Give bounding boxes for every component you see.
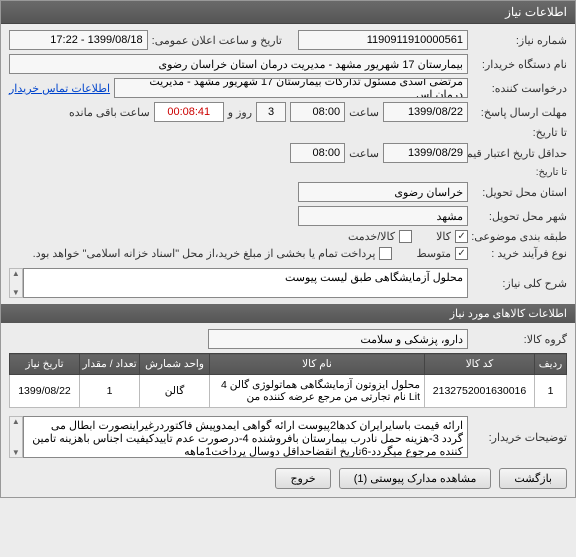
class-service-text: کالا/خدمت xyxy=(348,230,395,243)
back-button[interactable]: بازگشت xyxy=(499,468,567,489)
class-goods-checkbox[interactable]: کالا xyxy=(436,230,468,243)
price-valid-label: حداقل تاریخ اعتبار قیمت: xyxy=(472,147,567,160)
delivery-prov-label: استان محل تحویل: xyxy=(472,186,567,199)
delivery-city-label: شهر محل تحویل: xyxy=(472,210,567,223)
need-no-value: 1190911910000561 xyxy=(298,30,468,50)
col-date: تاریخ نیاز xyxy=(10,354,80,375)
remain-tail: ساعت باقی مانده xyxy=(69,106,150,119)
need-no-label: شماره نیاز: xyxy=(472,34,567,47)
goods-group-label: گروه کالا: xyxy=(472,333,567,346)
remain-clock: 00:08:41 xyxy=(154,102,224,122)
panel-title: اطلاعات نیاز xyxy=(1,1,575,24)
need-desc-label: شرح کلی نیاز: xyxy=(472,277,567,290)
need-info-panel: اطلاعات نیاز شماره نیاز: 119091191000056… xyxy=(0,0,576,498)
exit-button[interactable]: خروج xyxy=(275,468,330,489)
remain-days: 3 xyxy=(256,102,286,122)
table-header-row: ردیف کد کالا نام کالا واحد شمارش تعداد /… xyxy=(10,354,567,375)
announce-label: تاریخ و ساعت اعلان عمومی: xyxy=(152,34,282,47)
class-goods-text: کالا xyxy=(436,230,451,243)
cell-date: 1399/08/22 xyxy=(10,375,80,408)
checkbox-icon xyxy=(399,230,412,243)
scrollbar[interactable]: ▲▼ xyxy=(9,268,23,298)
announce-value: 1399/08/18 - 17:22 xyxy=(9,30,148,50)
col-name: نام کالا xyxy=(210,354,425,375)
pay-partial-checkbox[interactable]: پرداخت تمام یا بخشی از مبلغ خرید،از محل … xyxy=(33,247,393,260)
col-code: کد کالا xyxy=(425,354,535,375)
need-desc-textarea[interactable] xyxy=(23,268,468,298)
time-label-1: ساعت xyxy=(349,106,379,119)
remain-days-label: روز و xyxy=(228,106,252,119)
panel-content: شماره نیاز: 1190911910000561 تاریخ و ساع… xyxy=(1,24,575,497)
requester-label: درخواست کننده: xyxy=(472,82,567,95)
buyer-label: نام دستگاه خریدار: xyxy=(472,58,567,71)
cell-name: محلول ایزوتون آزمایشگاهی هماتولوژی گالن … xyxy=(210,375,425,408)
price-valid-date: 1399/08/29 xyxy=(383,143,468,163)
buy-type-mid-text: متوسط xyxy=(416,247,451,260)
buyer-notes-label: توضیحات خریدار: xyxy=(472,431,567,444)
view-attachments-button[interactable]: مشاهده مدارک پیوستی (1) xyxy=(339,468,492,489)
class-label: طبقه بندی موضوعی: xyxy=(472,230,567,243)
buy-type-mid-checkbox[interactable]: متوسط xyxy=(416,247,468,260)
cell-idx: 1 xyxy=(535,375,567,408)
contact-link[interactable]: اطلاعات تماس خریدار xyxy=(9,82,110,95)
checkbox-icon xyxy=(379,247,392,260)
items-table: ردیف کد کالا نام کالا واحد شمارش تعداد /… xyxy=(9,353,567,408)
col-idx: ردیف xyxy=(535,354,567,375)
table-row[interactable]: 1 2132752001630016 محلول ایزوتون آزمایشگ… xyxy=(10,375,567,408)
pay-partial-text: پرداخت تمام یا بخشی از مبلغ خرید،از محل … xyxy=(33,247,376,260)
buy-type-label: نوع فرآیند خرید : xyxy=(472,247,567,260)
deadline-send-label: مهلت ارسال پاسخ: xyxy=(472,106,567,119)
cell-unit: گالن xyxy=(140,375,210,408)
col-unit: واحد شمارش xyxy=(140,354,210,375)
checkbox-icon xyxy=(455,230,468,243)
requester-value: مرتضی اسدی مسئول تدارکات بیمارستان 17 شه… xyxy=(114,78,468,98)
class-service-checkbox[interactable]: کالا/خدمت xyxy=(348,230,412,243)
cell-code: 2132752001630016 xyxy=(425,375,535,408)
buyer-notes-textarea[interactable] xyxy=(23,416,468,458)
price-valid-to-label: تا تاریخ: xyxy=(472,167,567,178)
items-section-header: اطلاعات کالاهای مورد نیاز xyxy=(1,304,575,323)
goods-group: دارو، پزشکی و سلامت xyxy=(208,329,468,349)
deadline-send-date: 1399/08/22 xyxy=(383,102,468,122)
deadline-send-time: 08:00 xyxy=(290,102,345,122)
col-qty: تعداد / مقدار xyxy=(80,354,140,375)
buyer-value: بیمارستان 17 شهریور مشهد - مدیریت درمان … xyxy=(9,54,468,74)
delivery-city: مشهد xyxy=(298,206,468,226)
price-valid-time: 08:00 xyxy=(290,143,345,163)
time-label-2: ساعت xyxy=(349,147,379,160)
cell-qty: 1 xyxy=(80,375,140,408)
scrollbar[interactable]: ▲▼ xyxy=(9,416,23,458)
checkbox-icon xyxy=(455,247,468,260)
delivery-prov: خراسان رضوی xyxy=(298,182,468,202)
to-date-label: تا تاریخ: xyxy=(472,126,567,139)
button-bar: بازگشت مشاهده مدارک پیوستی (1) خروج xyxy=(9,462,567,491)
